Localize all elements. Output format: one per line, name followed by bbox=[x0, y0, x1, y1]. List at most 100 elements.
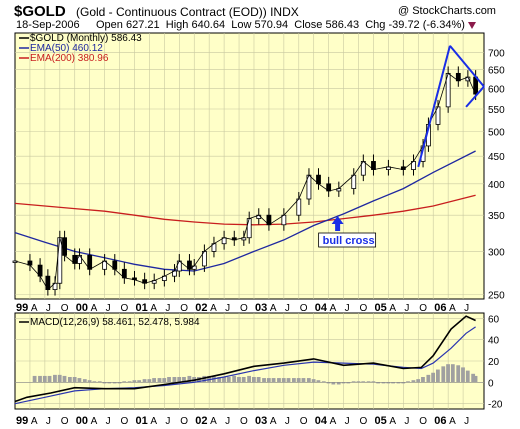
macd-histogram-bar bbox=[92, 381, 97, 383]
macd-histogram-bar bbox=[237, 377, 241, 383]
macd-x-tick-label: 05 bbox=[374, 415, 386, 427]
macd-histogram-bar bbox=[306, 378, 311, 383]
macd-histogram-bar bbox=[38, 375, 42, 383]
macd-histogram-bar bbox=[157, 378, 162, 383]
macd-histogram-bar bbox=[57, 374, 62, 383]
macd-x-tick-label: A bbox=[91, 416, 98, 427]
macd-x-tick-label: J bbox=[464, 416, 469, 427]
macd-histogram-bar bbox=[386, 382, 391, 384]
macd-histogram-bar bbox=[137, 380, 142, 383]
macd-histogram-bar bbox=[177, 377, 182, 383]
macd-x-tick-label: 01 bbox=[135, 415, 147, 427]
macd-histogram-bar bbox=[226, 377, 231, 383]
macd-histogram-bar bbox=[366, 381, 371, 383]
price-x-tick-label: O bbox=[360, 303, 368, 314]
macd-histogram-bar bbox=[396, 382, 401, 384]
macd-y-tick-label: 40 bbox=[488, 336, 500, 347]
macd-x-tick-label: J bbox=[106, 416, 111, 427]
macd-histogram-bar bbox=[321, 381, 326, 383]
macd-x-tick-label: O bbox=[419, 416, 427, 427]
macd-histogram-bar bbox=[162, 378, 167, 383]
macd-histogram-bar bbox=[127, 381, 132, 383]
chart-header: $GOLD (Gold - Continuous Contract (EOD))… bbox=[0, 0, 520, 32]
price-bar-body bbox=[246, 218, 252, 239]
macd-histogram-bar bbox=[346, 382, 351, 384]
price-y-tick-label: 550 bbox=[488, 105, 505, 116]
macd-histogram-bar bbox=[376, 382, 381, 384]
price-y-tick-label: 500 bbox=[488, 127, 505, 138]
price-x-tick-label: A bbox=[270, 303, 277, 314]
macd-histogram-bar bbox=[187, 375, 192, 383]
macd-x-tick-label: A bbox=[330, 416, 337, 427]
macd-histogram-bar bbox=[72, 377, 77, 383]
price-y-tick-label: 700 bbox=[488, 48, 505, 59]
open-label: Open bbox=[96, 19, 123, 31]
macd-histogram-bar bbox=[311, 379, 316, 383]
macd-histogram-bar bbox=[47, 375, 52, 383]
close-value: 586.43 bbox=[325, 19, 360, 31]
macd-histogram-bar bbox=[296, 378, 301, 383]
ema200-line bbox=[14, 194, 476, 226]
chg-label: Chg bbox=[365, 19, 386, 31]
macd-histogram-bar bbox=[32, 375, 37, 383]
macd-x-tick-label: J bbox=[345, 416, 350, 427]
price-x-tick-label: J bbox=[46, 303, 51, 314]
macd-histogram-bar bbox=[450, 364, 455, 383]
macd-histogram-bar bbox=[132, 380, 137, 383]
price-x-tick-label: J bbox=[345, 303, 350, 314]
macd-histogram-bar bbox=[87, 380, 92, 383]
price-x-tick-label: J bbox=[225, 303, 230, 314]
price-line bbox=[14, 72, 476, 291]
macd-histogram-bar bbox=[292, 378, 296, 383]
macd-histogram-bar bbox=[351, 381, 356, 383]
macd-y-tick-label: -20 bbox=[488, 400, 503, 411]
macd-x-tick-label: J bbox=[404, 416, 409, 427]
macd-x-tick-label: O bbox=[360, 416, 368, 427]
macd-x-tick-label: O bbox=[240, 416, 248, 427]
macd-histogram-bar bbox=[446, 364, 450, 383]
macd-histogram-bar bbox=[222, 377, 226, 383]
macd-histogram-bar bbox=[82, 379, 87, 383]
price-bar-body bbox=[296, 198, 302, 216]
exchange-text: INDX bbox=[270, 5, 299, 19]
price-x-tick-label: A bbox=[330, 303, 337, 314]
macd-histogram-bar bbox=[331, 382, 336, 385]
bull-cross-label: bull cross bbox=[323, 235, 375, 247]
macd-histogram-bar bbox=[112, 382, 117, 384]
macd-histogram-bar bbox=[172, 377, 177, 383]
macd-x-tick-label: 06 bbox=[434, 415, 446, 427]
price-bar-body bbox=[281, 214, 287, 226]
price-x-tick-label: J bbox=[404, 303, 409, 314]
macd-histogram-bar bbox=[217, 377, 222, 383]
macd-x-tick-label: 03 bbox=[255, 415, 267, 427]
macd-x-tick-label: O bbox=[121, 416, 129, 427]
macd-histogram-bar bbox=[202, 375, 207, 383]
macd-histogram-bar bbox=[62, 375, 67, 383]
macd-histogram-bar bbox=[401, 382, 406, 384]
price-x-tick-label: O bbox=[300, 303, 308, 314]
macd-histogram-bar bbox=[256, 377, 261, 383]
macd-x-tick-label: A bbox=[389, 416, 396, 427]
macd-histogram-bar bbox=[147, 379, 152, 383]
macd-x-tick-label: A bbox=[31, 416, 38, 427]
macd-line bbox=[14, 315, 476, 403]
price-x-tick-label: J bbox=[165, 303, 170, 314]
macd-x-tick-label: 00 bbox=[76, 415, 88, 427]
price-y-tick-label: 650 bbox=[488, 66, 505, 77]
price-x-tick-label: O bbox=[180, 303, 188, 314]
chart-symbol: $GOLD bbox=[14, 3, 66, 20]
chart-description: (Gold - Continuous Contract (EOD)) INDX bbox=[76, 5, 299, 19]
price-bar-body bbox=[77, 254, 82, 264]
price-x-tick-label: A bbox=[449, 303, 456, 314]
high-value: 640.64 bbox=[191, 19, 226, 31]
macd-x-tick-label: 04 bbox=[315, 415, 328, 427]
close-label: Close bbox=[294, 19, 323, 31]
price-x-tick-label: A bbox=[31, 303, 38, 314]
price-x-tick-label: 04 bbox=[315, 302, 328, 314]
macd-histogram-bar bbox=[381, 382, 386, 384]
macd-histogram-bar bbox=[435, 369, 440, 383]
macd-histogram-bar bbox=[262, 378, 266, 383]
price-x-tick-label: 99 bbox=[16, 302, 28, 314]
macd-histogram-bar bbox=[316, 380, 321, 383]
macd-histogram-bar bbox=[471, 373, 476, 383]
